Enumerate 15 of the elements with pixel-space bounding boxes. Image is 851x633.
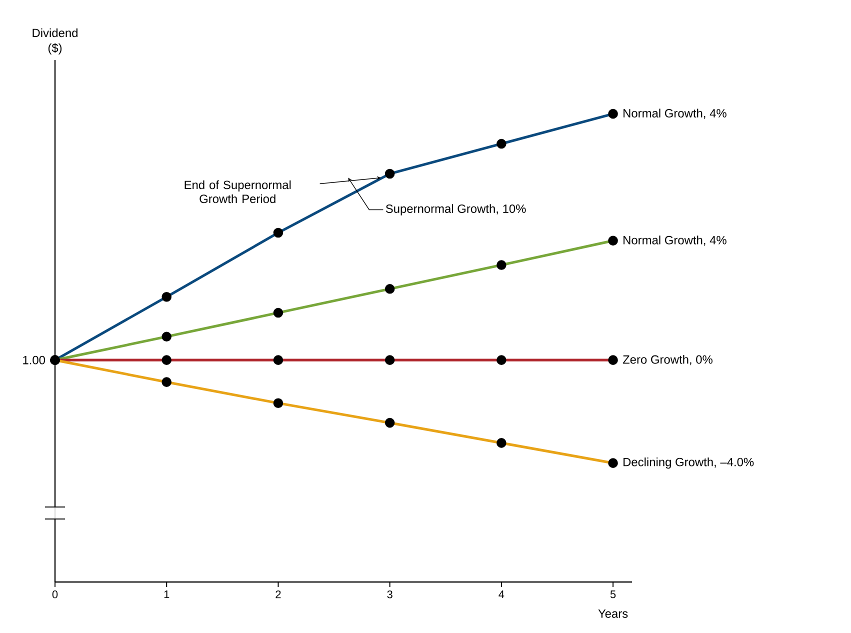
- x-tick-label: 0: [52, 590, 58, 598]
- series-label: Zero Growth, 0%: [622, 354, 712, 366]
- annotation: End of Supernormal Growth Period: [184, 180, 291, 204]
- x-axis-title: Years: [598, 610, 628, 618]
- annotation: 1.00: [23, 356, 46, 364]
- x-tick-label: 1: [164, 590, 170, 598]
- series-label: Normal Growth, 4%: [624, 108, 726, 119]
- y-axis-title: Dividend ($): [32, 28, 78, 54]
- series-label: Normal Growth, 4%: [624, 236, 726, 246]
- x-tick-label: 5: [610, 590, 616, 598]
- x-tick-label: 4: [498, 590, 504, 598]
- series-label: Declining Growth, –4.0%: [624, 458, 754, 469]
- annotation: Supernormal Growth, 10%: [386, 204, 526, 216]
- x-tick-label: 2: [276, 590, 281, 598]
- x-tick-label: 3: [387, 590, 392, 598]
